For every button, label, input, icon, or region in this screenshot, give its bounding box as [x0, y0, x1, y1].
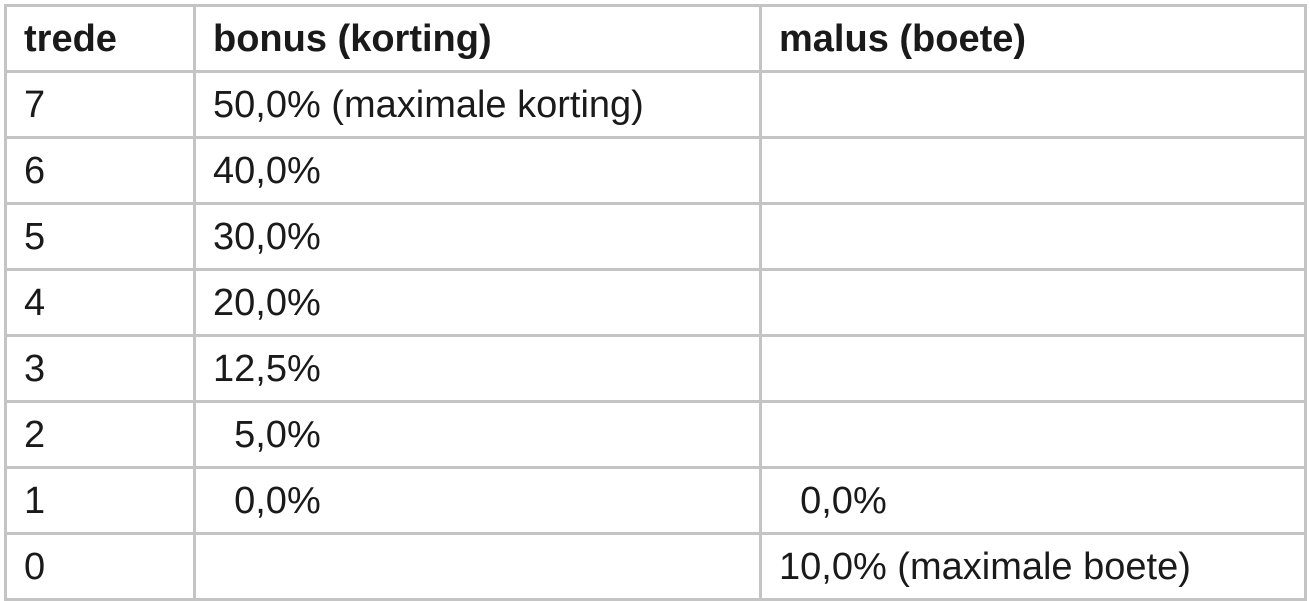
cell-bonus: 20,0% — [193, 268, 762, 337]
cell-bonus: 40,0% — [193, 136, 762, 205]
table-header-row: trede bonus (korting) malus (boete) — [4, 4, 1307, 73]
cell-malus — [759, 70, 1307, 139]
cell-bonus: 12,5% — [193, 334, 762, 403]
table-row: 7 50,0% (maximale korting) — [4, 70, 1307, 139]
cell-trede: 0 — [4, 532, 196, 601]
cell-malus — [759, 202, 1307, 271]
cell-trede: 5 — [4, 202, 196, 271]
cell-bonus: 0,0% — [193, 466, 762, 535]
header-malus: malus (boete) — [759, 4, 1307, 73]
cell-trede: 7 — [4, 70, 196, 139]
cell-trede: 1 — [4, 466, 196, 535]
cell-bonus: 5,0% — [193, 400, 762, 469]
cell-trede: 4 — [4, 268, 196, 337]
table-row: 3 12,5% — [4, 334, 1307, 403]
table-row: 4 20,0% — [4, 268, 1307, 337]
table-row: 2 5,0% — [4, 400, 1307, 469]
cell-bonus: 50,0% (maximale korting) — [193, 70, 762, 139]
cell-trede: 2 — [4, 400, 196, 469]
table-row: 0 10,0% (maximale boete) — [4, 532, 1307, 601]
bonus-malus-table: trede bonus (korting) malus (boete) 7 50… — [4, 4, 1307, 601]
cell-malus — [759, 334, 1307, 403]
table-row: 5 30,0% — [4, 202, 1307, 271]
header-trede: trede — [4, 4, 196, 73]
cell-malus: 10,0% (maximale boete) — [759, 532, 1307, 601]
cell-malus — [759, 268, 1307, 337]
cell-trede: 6 — [4, 136, 196, 205]
cell-bonus — [193, 532, 762, 601]
cell-malus — [759, 400, 1307, 469]
cell-trede: 3 — [4, 334, 196, 403]
bonus-malus-table-container: trede bonus (korting) malus (boete) 7 50… — [4, 4, 1307, 601]
header-bonus: bonus (korting) — [193, 4, 762, 73]
table-row: 6 40,0% — [4, 136, 1307, 205]
cell-malus: 0,0% — [759, 466, 1307, 535]
cell-malus — [759, 136, 1307, 205]
table-row: 1 0,0% 0,0% — [4, 466, 1307, 535]
cell-bonus: 30,0% — [193, 202, 762, 271]
